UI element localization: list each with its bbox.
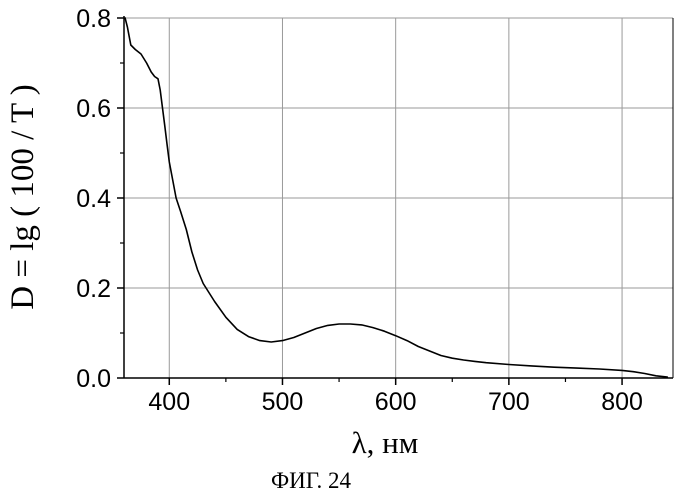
x-tick-label: 800 <box>601 388 643 416</box>
x-tick-label: 700 <box>488 388 530 416</box>
x-tick-label: 400 <box>148 388 190 416</box>
x-axis-title: λ, нм <box>352 425 419 460</box>
x-tick-label: 500 <box>262 388 304 416</box>
y-tick-label: 0.6 <box>76 95 111 123</box>
y-tick-label: 0.0 <box>76 365 111 393</box>
y-tick-label: 0.4 <box>76 185 111 213</box>
y-axis-title: D = lg ( 100 / T ) <box>5 84 41 309</box>
y-tick-label: 0.8 <box>76 5 111 33</box>
x-tick-label: 600 <box>375 388 417 416</box>
figure-caption: ФИГ. 24 <box>271 468 351 493</box>
y-tick-label: 0.2 <box>76 275 111 303</box>
